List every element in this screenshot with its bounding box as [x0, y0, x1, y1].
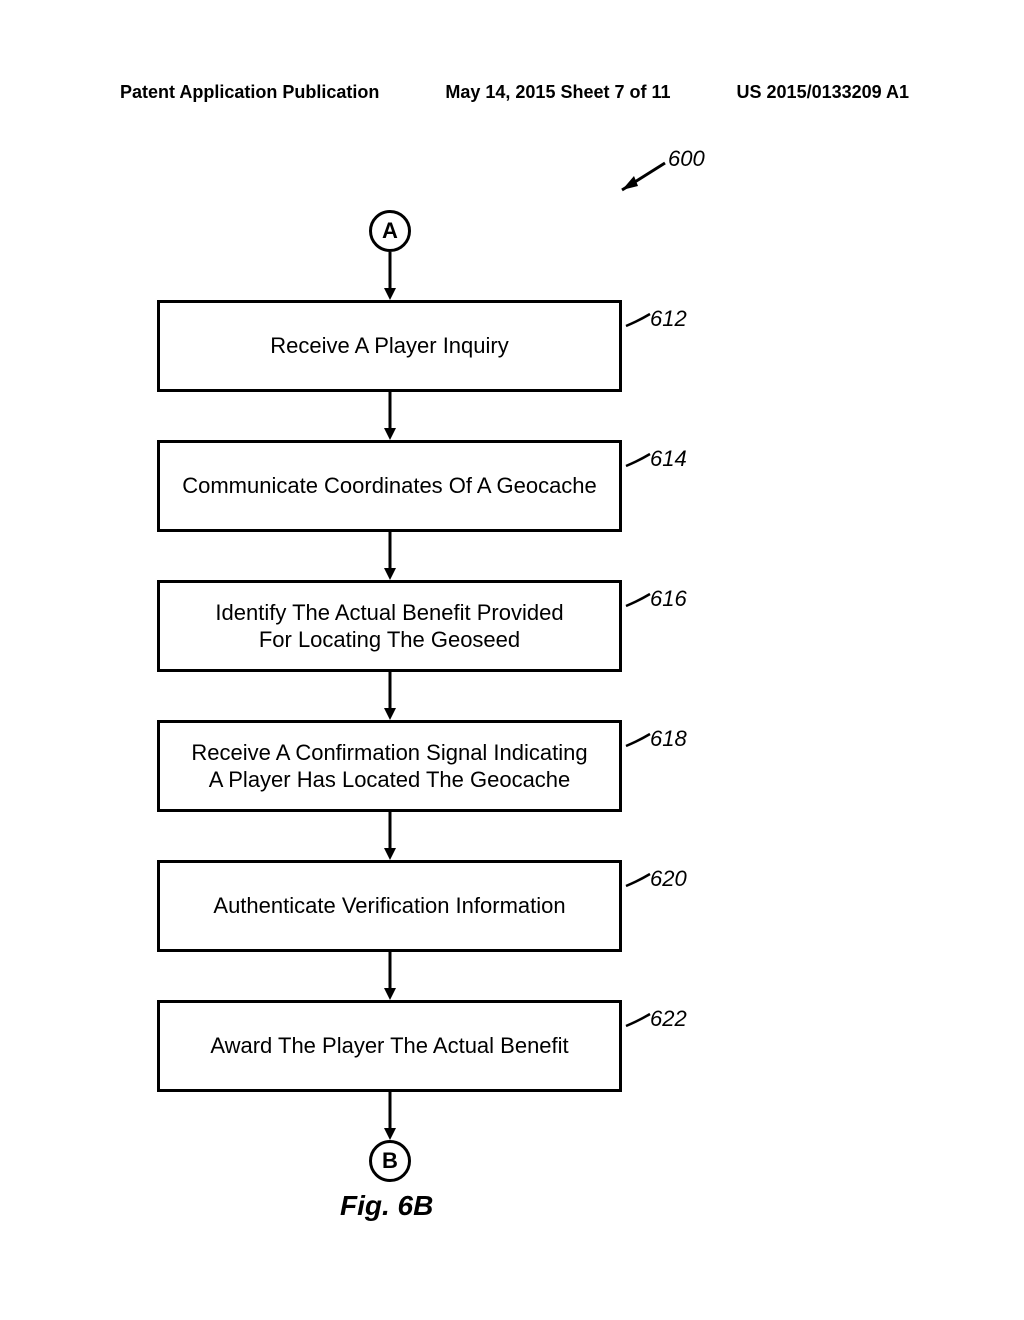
ref-614-arrow: [622, 450, 652, 470]
header-center: May 14, 2015 Sheet 7 of 11: [445, 82, 670, 103]
box-614-text: Communicate Coordinates Of A Geocache: [182, 472, 597, 500]
box-622-text: Award The Player The Actual Benefit: [210, 1032, 568, 1060]
ref-main-arrow: [610, 158, 670, 198]
ref-612-arrow: [622, 310, 652, 330]
box-622: Award The Player The Actual Benefit: [157, 1000, 622, 1092]
arrow-5-to-6: [382, 952, 398, 1002]
connector-b: B: [369, 1140, 411, 1182]
ref-612: 612: [650, 306, 687, 332]
arrow-4-to-5: [382, 812, 398, 862]
ref-618-arrow: [622, 730, 652, 750]
ref-main: 600: [668, 146, 705, 172]
connector-a-label: A: [382, 218, 398, 244]
arrow-3-to-4: [382, 672, 398, 722]
ref-622: 622: [650, 1006, 687, 1032]
ref-616: 616: [650, 586, 687, 612]
box-620-text: Authenticate Verification Information: [213, 892, 565, 920]
flowchart-diagram: 600 A Receive A Player Inquiry 612 Commu…: [0, 140, 1024, 1240]
arrow-6-to-b: [382, 1092, 398, 1142]
connector-a: A: [369, 210, 411, 252]
connector-b-label: B: [382, 1148, 398, 1174]
box-612-text: Receive A Player Inquiry: [270, 332, 508, 360]
ref-616-arrow: [622, 590, 652, 610]
arrow-a-to-1: [382, 252, 398, 302]
box-614: Communicate Coordinates Of A Geocache: [157, 440, 622, 532]
page-header: Patent Application Publication May 14, 2…: [0, 82, 1024, 103]
header-left: Patent Application Publication: [120, 82, 379, 103]
ref-618: 618: [650, 726, 687, 752]
arrow-2-to-3: [382, 532, 398, 582]
ref-614: 614: [650, 446, 687, 472]
box-618-text: Receive A Confirmation Signal Indicating…: [191, 739, 587, 794]
box-616-text: Identify The Actual Benefit ProvidedFor …: [215, 599, 563, 654]
box-612: Receive A Player Inquiry: [157, 300, 622, 392]
ref-620-arrow: [622, 870, 652, 890]
ref-620: 620: [650, 866, 687, 892]
figure-label: Fig. 6B: [340, 1190, 433, 1222]
box-616: Identify The Actual Benefit ProvidedFor …: [157, 580, 622, 672]
arrow-1-to-2: [382, 392, 398, 442]
header-right: US 2015/0133209 A1: [737, 82, 909, 103]
ref-622-arrow: [622, 1010, 652, 1030]
box-620: Authenticate Verification Information: [157, 860, 622, 952]
box-618: Receive A Confirmation Signal Indicating…: [157, 720, 622, 812]
